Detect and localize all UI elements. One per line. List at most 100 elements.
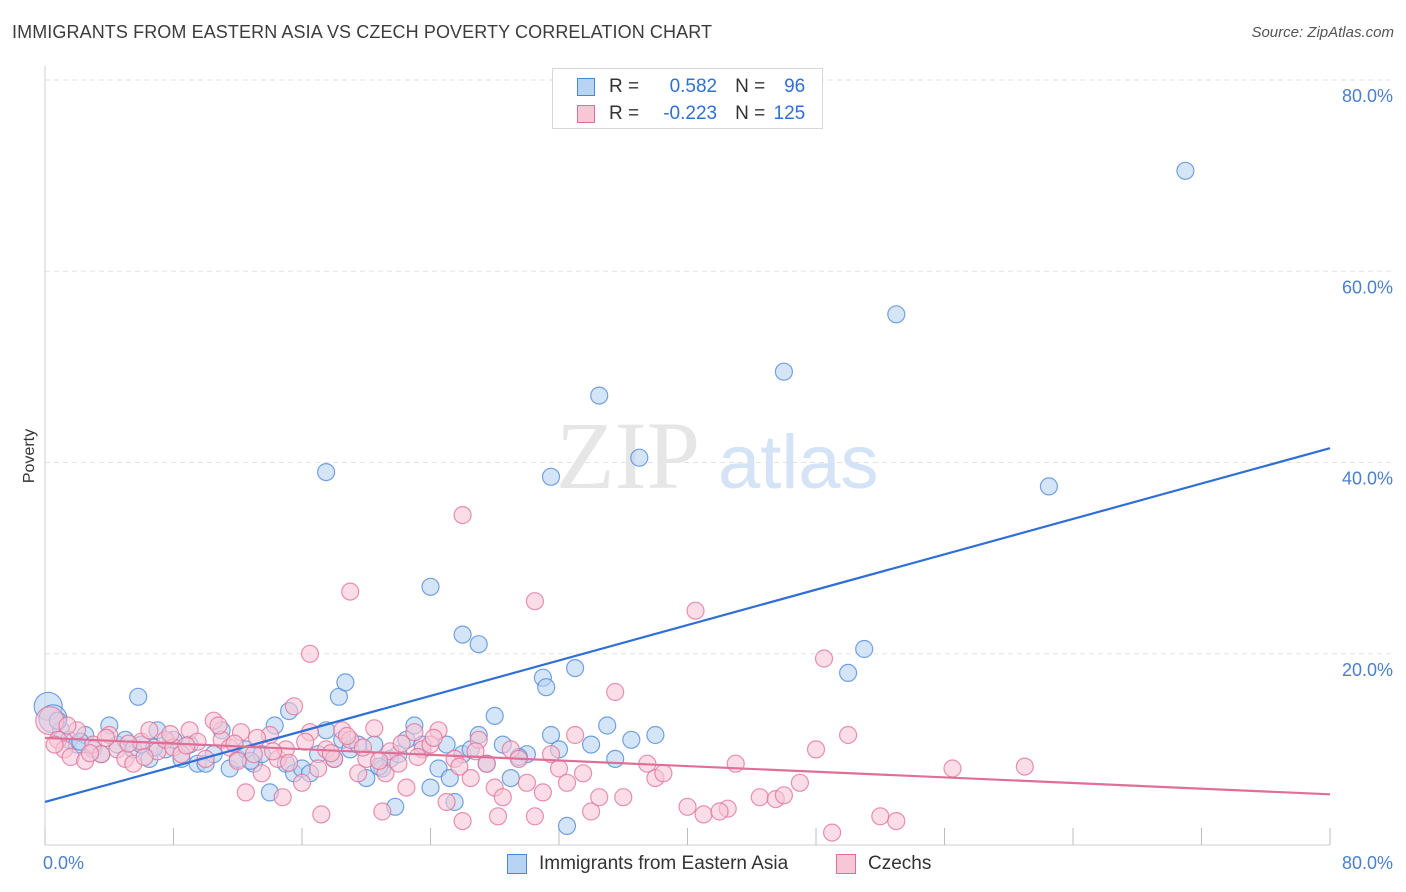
y-tick-label: 20.0%	[1342, 660, 1393, 680]
eastern-asia-point	[1176, 161, 1195, 180]
eastern-asia-point	[557, 816, 577, 836]
legend-swatch-czechs	[577, 105, 595, 123]
eastern-asia-point	[317, 463, 336, 482]
czechs-point	[477, 754, 496, 773]
czechs-point	[236, 783, 255, 802]
eastern-asia-point	[774, 362, 794, 381]
czechs-point	[557, 773, 577, 792]
eastern-asia-point	[1039, 477, 1059, 496]
czechs-point	[119, 734, 138, 753]
czechs-trend-line	[44, 736, 1331, 796]
eastern-asia-point	[501, 768, 520, 788]
x-tick-labels: 0.0% 80.0%	[43, 853, 1393, 873]
eastern-asia-point	[838, 663, 858, 683]
czechs-point	[424, 728, 443, 748]
czechs-point	[370, 751, 389, 771]
czechs-point	[726, 754, 745, 773]
series-swatch-eastern-asia	[507, 854, 527, 874]
czechs-point	[392, 734, 411, 753]
czechs-point	[292, 773, 312, 792]
legend-swatch-eastern-asia	[577, 78, 595, 96]
eastern-asia-point	[421, 577, 440, 596]
czechs-point	[686, 601, 705, 620]
legend-r-label: R =	[609, 76, 640, 97]
legend-row-eastern-asia: R = 0.582 N = 96	[577, 75, 805, 99]
czechs-point	[80, 744, 100, 763]
czechs-point	[525, 807, 545, 826]
series-legend-eastern-asia: Immigrants from Eastern Asia	[507, 852, 788, 876]
y-tick-label: 60.0%	[1342, 277, 1393, 297]
czechs-point	[408, 747, 427, 767]
czechs-point	[284, 697, 304, 716]
legend-r-value-eastern-asia: 0.582	[669, 76, 718, 97]
series-label-czechs: Czechs	[868, 853, 932, 874]
czechs-point	[337, 726, 357, 746]
series-legend-czechs: Czechs	[836, 852, 931, 876]
czechs-point	[453, 505, 472, 525]
eastern-asia-point	[469, 635, 488, 654]
czechs-point	[209, 716, 228, 735]
czechs-point	[373, 802, 392, 821]
czechs-point	[280, 753, 299, 772]
czechs-point	[838, 725, 858, 745]
legend-n-label: N =	[735, 103, 766, 124]
watermark-zip: ZIP	[556, 402, 700, 509]
series-label-eastern-asia: Immigrants from Eastern Asia	[539, 853, 789, 874]
eastern-asia-point	[537, 678, 556, 697]
eastern-asia-point	[598, 716, 617, 735]
eastern-asia-point	[581, 735, 601, 754]
czechs-point	[525, 592, 545, 611]
czechs-point	[296, 732, 315, 751]
trend-lines	[44, 447, 1331, 804]
czechs-point	[264, 742, 283, 761]
czechs-point	[300, 644, 320, 663]
chart-title: IMMIGRANTS FROM EASTERN ASIA VS CZECH PO…	[12, 22, 713, 42]
czechs-point	[437, 792, 456, 812]
czechs-point	[228, 751, 247, 771]
eastern-asia-point	[565, 658, 585, 678]
czechs-point	[814, 649, 834, 668]
czechs-point	[196, 749, 215, 769]
czechs-point	[774, 786, 794, 805]
czechs-point	[488, 807, 508, 826]
czechs-point	[606, 682, 625, 702]
eastern-asia-point	[541, 467, 561, 486]
czechs-point	[806, 740, 826, 759]
eastern-asia-point	[855, 639, 874, 659]
eastern-asia-point	[453, 625, 472, 644]
czechs-point	[541, 745, 561, 764]
y-tick-labels: 20.0% 40.0% 60.0% 80.0%	[1342, 86, 1393, 680]
czechs-point	[135, 747, 154, 767]
eastern-asia-point	[622, 730, 641, 749]
legend-n-value-eastern-asia: 96	[784, 76, 806, 97]
czechs-point	[533, 783, 553, 802]
czechs-point	[750, 788, 769, 807]
czechs-point	[405, 723, 424, 742]
czechs-point	[312, 805, 331, 824]
series-swatch-czechs	[836, 854, 856, 874]
czechs-point	[614, 788, 633, 807]
czechs-point	[461, 768, 480, 788]
czechs-point	[45, 735, 64, 754]
czechs-point	[161, 724, 180, 744]
czechs-point	[565, 725, 585, 745]
czechs-point	[353, 738, 373, 757]
x-tick-label-max: 80.0%	[1342, 853, 1393, 873]
eastern-asia-point	[336, 673, 355, 692]
legend-r-label: R =	[609, 103, 640, 124]
czechs-point	[710, 802, 729, 821]
czechs-point	[321, 744, 340, 763]
eastern-asia-point	[646, 725, 665, 745]
eastern-asia-point	[421, 778, 440, 797]
eastern-asia-point	[129, 687, 148, 706]
legend-n-label: N =	[735, 76, 766, 97]
eastern-asia-point	[590, 386, 609, 405]
czechs-point	[581, 802, 601, 821]
czechs-point	[654, 764, 673, 783]
czechs-point	[453, 811, 472, 831]
czechs-point	[252, 764, 271, 783]
legend-row-czechs: R = -0.223 N = 125	[577, 102, 805, 126]
watermark-atlas: atlas	[718, 420, 879, 505]
grid	[45, 79, 1395, 655]
